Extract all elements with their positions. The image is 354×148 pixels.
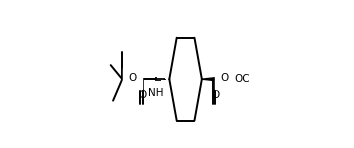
Text: O: O bbox=[129, 73, 137, 83]
Polygon shape bbox=[202, 78, 215, 81]
Text: OC: OC bbox=[234, 74, 250, 84]
Text: O: O bbox=[138, 90, 147, 100]
Text: O: O bbox=[211, 90, 219, 100]
Text: O: O bbox=[220, 73, 228, 83]
Text: NH: NH bbox=[148, 88, 164, 98]
